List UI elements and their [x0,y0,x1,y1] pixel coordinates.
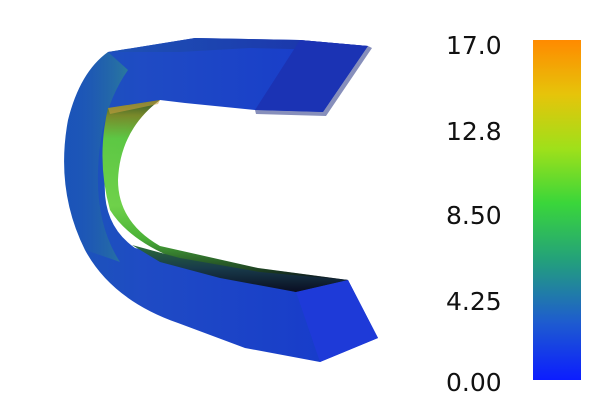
inner-shading [102,100,348,292]
scalar-bar [533,40,581,380]
scalar-bar-tick-2: 8.50 [446,201,502,230]
lower-inner-band [132,245,348,292]
3d-render-view[interactable] [0,0,440,401]
scalar-bar-tick-max: 17.0 [446,31,502,60]
lower-end-face [296,280,378,362]
outer-left-glow [64,52,128,262]
scalar-bar-tick-1: 4.25 [446,287,502,316]
scalar-bar-tick-min: 0.00 [446,368,502,397]
scalar-bar-tick-3: 12.8 [446,117,502,146]
upper-end-edge [255,46,372,116]
scalar-bar-gradient [533,40,581,380]
upper-end-face [255,40,368,112]
upper-inner-rim [108,100,160,114]
